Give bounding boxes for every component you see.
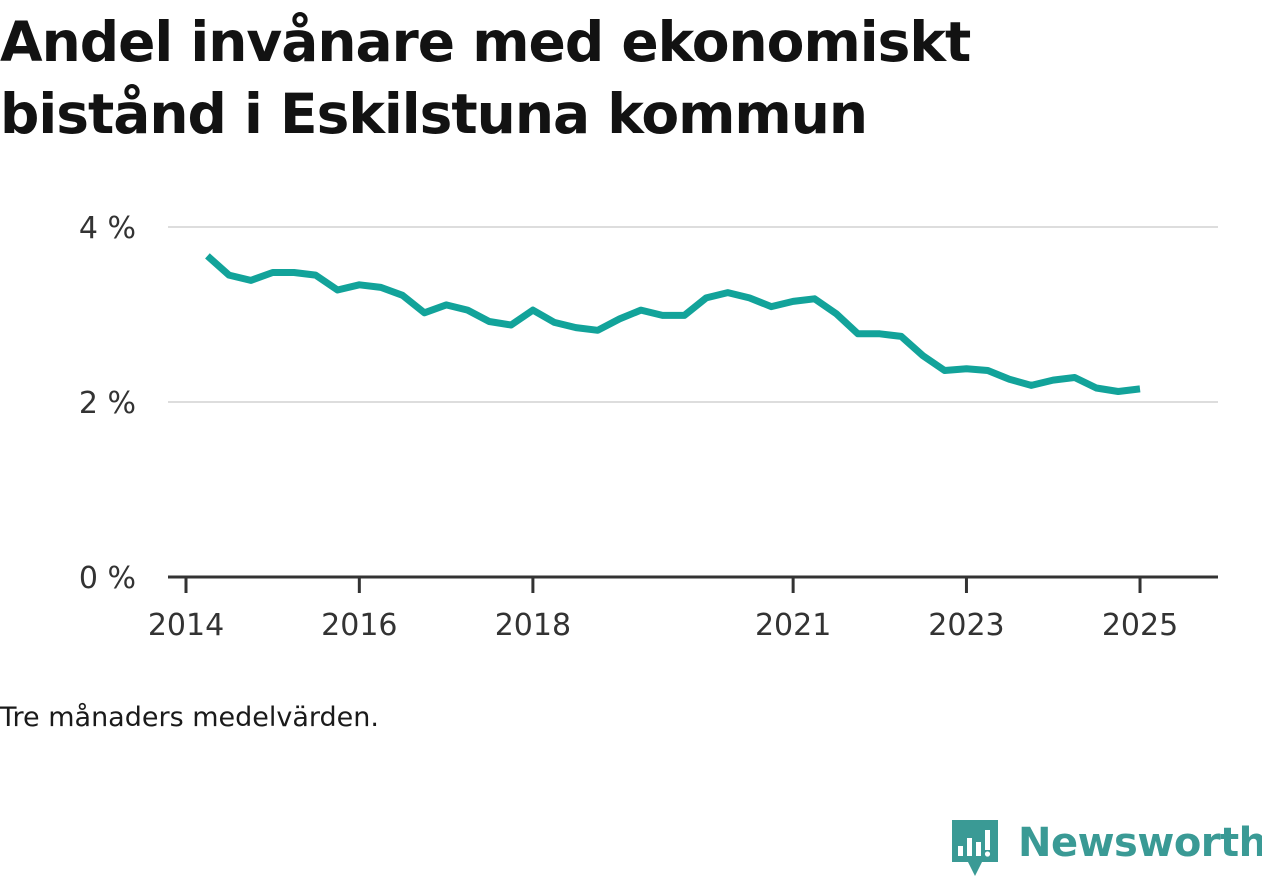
chart-title: Andel invånare med ekonomiskt bistånd i … [0,10,971,146]
series-line [205,253,1141,395]
brand-name: Newsworthy [1018,820,1262,866]
y-tick-label: 0 % [79,561,136,596]
x-tick-label: 2023 [928,608,1004,643]
chart-note: Tre månaders medelvärden. [0,702,379,733]
x-axis: 2014 2016 2018 2021 2023 2025 [148,575,1218,643]
y-tick-label: 4 % [79,211,136,246]
newsworthy-brand: Newsworthy [950,818,1262,880]
x-tick-label: 2016 [321,608,397,643]
x-tick-label: 2014 [148,608,224,643]
y-axis: 0 % 2 % 4 % [79,211,136,596]
line-chart: 0 % 2 % 4 % 2014 2016 2018 2021 2023 2025 [79,211,1218,643]
x-tick-label: 2025 [1102,608,1178,643]
gridlines [168,226,1218,403]
x-tick-label: 2018 [495,608,571,643]
y-tick-label: 2 % [79,386,136,421]
x-tick-label: 2021 [755,608,831,643]
newsworthy-logo-icon [952,820,998,876]
